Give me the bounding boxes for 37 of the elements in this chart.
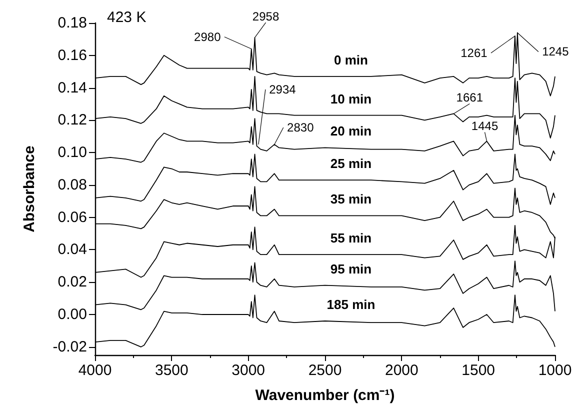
x-tick-label: 2000 bbox=[384, 362, 418, 379]
series-label: 35 min bbox=[330, 192, 372, 207]
x-tick-label: 1500 bbox=[462, 362, 496, 379]
x-tick-label: 4000 bbox=[78, 362, 112, 379]
x-axis-title: Wavenumber (cm⁻¹) bbox=[255, 387, 395, 404]
annotation: 2980 bbox=[194, 30, 222, 44]
x-tick-label: 3000 bbox=[232, 362, 266, 379]
y-tick-label: 0.06 bbox=[58, 208, 87, 226]
y-tick-label: 0.10 bbox=[58, 144, 87, 162]
x-tick-label: 1000 bbox=[538, 362, 572, 379]
series-label: 20 min bbox=[330, 124, 372, 139]
annotation: 1245 bbox=[542, 44, 570, 59]
x-tick-label: 3500 bbox=[154, 362, 188, 379]
annotation: 1261 bbox=[460, 46, 488, 60]
y-axis-title: Absorbance bbox=[21, 146, 38, 232]
annotation: 423 K bbox=[107, 9, 146, 26]
series-label: 25 min bbox=[330, 156, 372, 172]
y-tick-label: 0.16 bbox=[58, 46, 87, 64]
series-label: 95 min bbox=[330, 261, 372, 276]
y-tick-label: -0.02 bbox=[52, 338, 87, 356]
y-tick-label: 0.02 bbox=[58, 274, 87, 291]
y-tick-label: 0.00 bbox=[58, 306, 87, 324]
annotation: 2958 bbox=[252, 10, 280, 24]
y-tick-label: 0.12 bbox=[58, 112, 87, 129]
x-tick-label: 2500 bbox=[308, 362, 342, 379]
annotation: 2830 bbox=[287, 120, 314, 134]
annotation: 1661 bbox=[456, 90, 484, 105]
series-label: 0 min bbox=[334, 52, 368, 68]
series-label: 185 min bbox=[326, 296, 376, 312]
y-tick-label: 0.04 bbox=[58, 241, 87, 258]
y-tick-label: 0.08 bbox=[58, 176, 87, 194]
annotation: 2934 bbox=[269, 82, 296, 96]
series-label: 10 min bbox=[330, 91, 372, 106]
annotation: 1445 bbox=[471, 119, 498, 134]
y-tick-label: 0.14 bbox=[58, 79, 87, 96]
y-tick-label: 0.18 bbox=[58, 14, 87, 32]
series-label: 55 min bbox=[330, 230, 372, 246]
